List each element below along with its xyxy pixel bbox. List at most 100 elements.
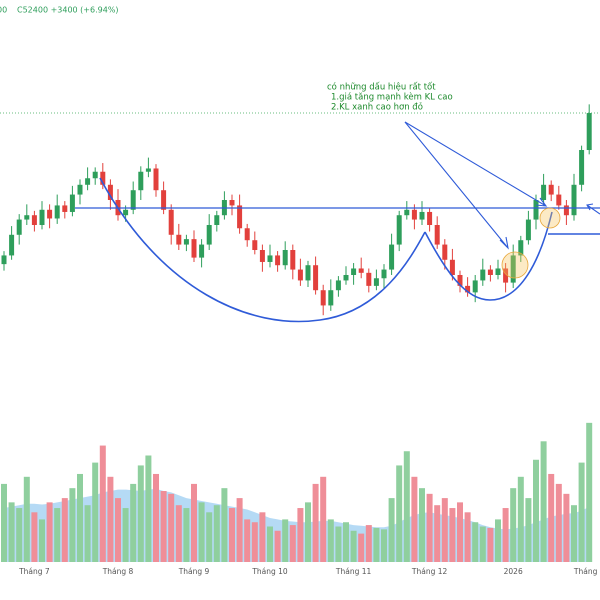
x-tick-label: Tháng 12 (411, 567, 448, 576)
x-tick-label: 2026 (504, 567, 523, 576)
candle-body (495, 268, 501, 275)
highlight-circle (539, 207, 561, 229)
candle-body (9, 234, 15, 256)
volume-bar (236, 498, 243, 562)
candle-body (85, 178, 91, 185)
candle-body (586, 113, 592, 150)
candle-body (168, 209, 174, 235)
header-quote: C52400 +3400 (+6.94%) (17, 6, 119, 15)
annotation: 1.giá tăng mạnh kèm KL cao (331, 92, 453, 103)
candle-body (47, 209, 53, 219)
candle-body (427, 211, 433, 225)
candle-body (1, 255, 7, 265)
volume-bar (373, 527, 380, 562)
volume-bar (350, 530, 357, 562)
candle-body (358, 268, 364, 273)
volume-bar (479, 526, 486, 562)
volume-bar (464, 512, 471, 562)
volume-bar (130, 483, 137, 562)
candle-body (191, 239, 197, 258)
candle-body (373, 278, 379, 286)
volume-bar (46, 502, 53, 562)
volume-bar (39, 519, 45, 562)
volume-bar (259, 512, 266, 562)
volume-bar (213, 505, 220, 562)
candle-body (343, 275, 349, 281)
volume-bar (244, 519, 251, 562)
candle-body (503, 268, 509, 283)
candle-body (107, 184, 113, 200)
volume-pane (1, 422, 593, 562)
candle-body (54, 205, 60, 219)
volume-bar (457, 502, 463, 562)
volume-bar (8, 502, 15, 562)
volume-bar (571, 505, 577, 562)
candle-body (457, 275, 463, 286)
candle-body (16, 219, 22, 235)
x-tick-label: Tháng 11 (335, 567, 372, 576)
candle-body (69, 194, 75, 212)
cup-curve (99, 177, 426, 323)
candle-body (548, 184, 554, 195)
candle-body (480, 269, 486, 281)
cup-curve-small (424, 211, 553, 301)
candle-body (541, 184, 547, 200)
volume-bar (289, 525, 296, 562)
volume-bar (115, 498, 121, 562)
candle-body (419, 211, 425, 220)
volume-bar (31, 512, 38, 562)
candle-body (510, 255, 516, 283)
volume-bar (69, 488, 76, 562)
volume-bar (358, 533, 365, 562)
volume-bar (563, 493, 570, 562)
volume-bar (403, 451, 410, 562)
volume-bar (122, 508, 129, 562)
candle-body (130, 190, 136, 210)
volume-bar (251, 522, 258, 562)
candle-body (571, 184, 577, 216)
x-tick-label: Tháng 10 (251, 567, 288, 576)
candle-body (320, 290, 326, 306)
candle-body (92, 171, 98, 179)
candle-body (297, 269, 303, 281)
volume-bar (221, 488, 228, 562)
candle-body (525, 219, 531, 241)
candle-body (381, 269, 387, 279)
candle-body (533, 200, 539, 220)
candle-body (259, 250, 265, 262)
annotation: có những dấu hiệu rất tốt (327, 82, 436, 93)
candle-body (305, 265, 311, 281)
price-pane (1, 104, 592, 316)
volume-bar (1, 483, 7, 562)
volume-bar (434, 505, 441, 562)
volume-bar (441, 498, 448, 562)
candle-body (183, 239, 189, 245)
volume-bar (297, 508, 304, 562)
volume-bar (175, 505, 182, 562)
candle-body (434, 225, 440, 245)
volume-bar (23, 476, 30, 562)
candle-body (39, 209, 45, 225)
volume-bar (419, 488, 425, 562)
candle-body (123, 209, 129, 216)
candle-body (31, 215, 37, 225)
candle-body (244, 228, 250, 241)
volume-bar (540, 441, 547, 562)
arrow (404, 121, 548, 207)
candle-body (411, 209, 417, 220)
volume-bar (107, 476, 114, 562)
volume-bar (525, 498, 532, 562)
volume-bar (77, 473, 83, 562)
volume-bar (99, 445, 106, 562)
volume-bar (487, 527, 494, 562)
volume-bar (335, 526, 342, 562)
volume-bar (305, 502, 311, 562)
x-tick-label: Tháng 7 (18, 567, 50, 576)
highlight-circle (501, 251, 529, 279)
volume-bar (388, 498, 395, 562)
candle-body (366, 272, 372, 286)
candle-body (206, 225, 212, 245)
candle-body (100, 171, 106, 185)
candle-body (328, 290, 334, 306)
volume-bar (411, 476, 418, 562)
